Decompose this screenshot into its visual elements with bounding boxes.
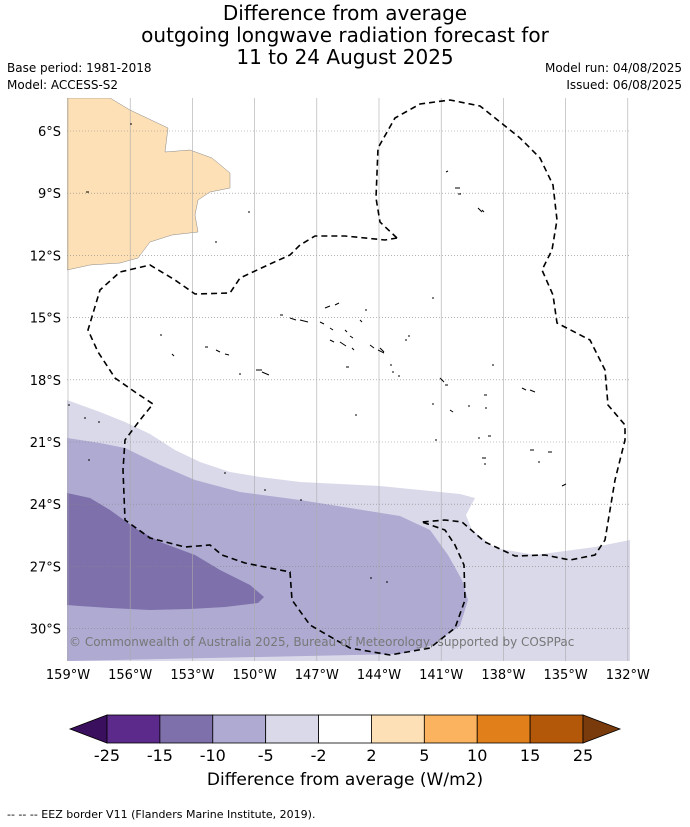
lat-label: 21°S — [30, 436, 61, 451]
lat-label: 24°S — [30, 498, 61, 513]
lon-label: 135°W — [544, 668, 588, 683]
issued-date: Issued: 06/08/2025 — [566, 78, 682, 92]
colorbar-box — [529, 714, 584, 744]
lon-label: 147°W — [295, 668, 339, 683]
lon-label: 153°W — [170, 668, 214, 683]
lat-label: 6°S — [38, 125, 61, 140]
colorbar: -25 -15 -10 -5 -2 2 5 10 15 25 — [68, 714, 622, 765]
colorbar-box — [265, 714, 319, 744]
island-group-west — [68, 123, 494, 461]
title-line-2: outgoing longwave radiation forecast for — [141, 23, 549, 47]
lat-label: 18°S — [30, 374, 61, 389]
colorbar-label: 10 — [467, 746, 487, 765]
lon-label: 159°W — [46, 668, 90, 683]
colorbar-box — [423, 714, 478, 744]
colorbar-box — [318, 714, 372, 744]
land-area-top-left — [67, 98, 231, 271]
meta-left: Base period: 1981-2018 Model: ACCESS-S2 — [7, 60, 152, 94]
lat-label: 30°S — [30, 623, 61, 638]
colorbar-label: -5 — [258, 746, 274, 765]
base-period: Base period: 1981-2018 — [7, 61, 152, 75]
colorbar-box — [476, 714, 531, 744]
island-group-tuamotu — [280, 297, 434, 354]
colorbar-label: -2 — [311, 746, 327, 765]
anomaly-map: © Commonwealth of Australia 2025, Bureau… — [30, 98, 650, 765]
lon-label: 156°W — [108, 668, 152, 683]
colorbar-boxes — [106, 714, 584, 744]
colorbar-label: 2 — [366, 746, 376, 765]
lat-label: 9°S — [38, 187, 61, 202]
lat-label: 15°S — [30, 312, 61, 327]
colorbar-low-extension — [68, 714, 108, 744]
colorbar-label: 5 — [419, 746, 429, 765]
island-group-society — [160, 334, 270, 376]
colorbar-label: -25 — [94, 746, 120, 765]
island-group-austral — [432, 377, 567, 487]
meta-right: Model run: 04/08/2025 Issued: 06/08/2025 — [545, 60, 682, 94]
colorbar-label: -10 — [200, 746, 226, 765]
lon-label: 150°W — [233, 668, 277, 683]
model-run: Model run: 04/08/2025 — [544, 61, 682, 75]
lat-label: 12°S — [30, 249, 61, 264]
colorbar-high-extension — [582, 714, 622, 744]
eez-footnote: -- -- -- EEZ border V11 (Flanders Marine… — [7, 808, 316, 821]
eez-border-central — [87, 235, 466, 656]
lat-label: 27°S — [30, 560, 61, 575]
map-plot-area: © Commonwealth of Australia 2025, Bureau… — [67, 98, 630, 661]
island-group-south — [224, 472, 388, 583]
copyright-notice: © Commonwealth of Australia 2025, Bureau… — [69, 635, 574, 649]
island-group-marquesas — [445, 170, 485, 213]
colorbar-box — [212, 714, 267, 744]
lon-label: 141°W — [419, 668, 463, 683]
colorbar-box — [159, 714, 214, 744]
colorbar-title: Difference from average (W/m2) — [206, 770, 484, 790]
colorbar-label: -15 — [147, 746, 173, 765]
lon-label: 144°W — [357, 668, 401, 683]
map-title: Difference from average outgoing longwav… — [0, 2, 690, 68]
lon-label: 138°W — [481, 668, 525, 683]
eez-borders — [87, 99, 626, 656]
title-line-1: Difference from average — [222, 1, 468, 25]
colorbar-box — [371, 714, 425, 744]
colorbar-label: 15 — [520, 746, 540, 765]
colorbar-labels: -25 -15 -10 -5 -2 2 5 10 15 25 — [94, 746, 593, 765]
title-line-3: 11 to 24 August 2025 — [236, 45, 454, 69]
colorbar-label: 25 — [573, 746, 593, 765]
latitude-labels: 6°S 9°S 12°S 15°S 18°S 21°S 24°S 27°S 30°S — [30, 125, 61, 638]
lon-label: 132°W — [606, 668, 650, 683]
longitude-labels: 159°W 156°W 153°W 150°W 147°W 144°W 141°W 138°W… — [46, 668, 650, 683]
islands — [68, 123, 567, 583]
eez-border-northeast — [375, 99, 626, 561]
anomaly-region-strong — [67, 493, 264, 610]
model-name: Model: ACCESS-S2 — [7, 78, 119, 92]
colorbar-box — [106, 714, 161, 744]
